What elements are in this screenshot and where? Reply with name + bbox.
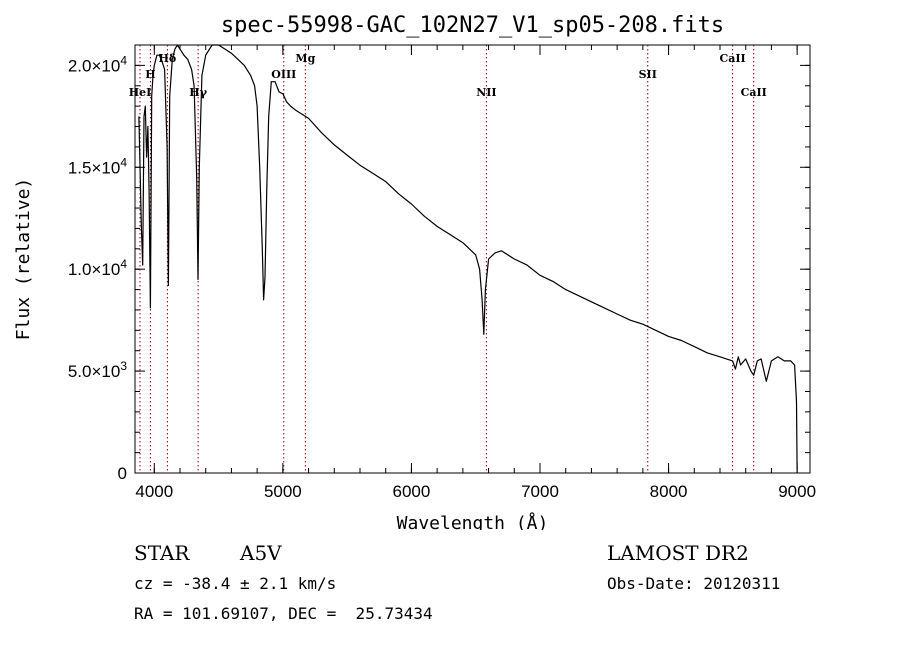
x-tick-label: 6000 — [393, 482, 431, 501]
object-class: STAR — [134, 541, 190, 565]
survey-name: LAMOST DR2 — [607, 541, 749, 565]
coordinates: RA = 101.69107, DEC = 25.73434 — [134, 604, 433, 623]
plot-frame — [134, 44, 811, 474]
y-tick-label: 1.5×104 — [68, 155, 127, 177]
chart-title: spec-55998-GAC_102N27_V1_sp05-208.fits — [221, 13, 724, 38]
y-tick-label: 5.0×103 — [68, 359, 127, 381]
spectral-subclass: A5V — [240, 541, 282, 565]
plot-area: spec-55998-GAC_102N27_V1_sp05-208.fits 40… — [13, 13, 816, 530]
x-axis-label: Wavelength (Å) — [397, 512, 549, 530]
y-tick-label: 0 — [118, 464, 127, 483]
x-tick-label: 9000 — [778, 482, 816, 501]
y-tick-label: 2.0×104 — [68, 53, 127, 75]
spectral-line-label: SII — [639, 68, 657, 81]
x-tick-label: 4000 — [135, 482, 173, 501]
observation-date: Obs-Date: 20120311 — [607, 574, 781, 593]
spectral-line-label: OIII — [271, 68, 296, 81]
x-tick-label: 8000 — [650, 482, 688, 501]
y-tick-label: 1.0×104 — [68, 257, 127, 279]
spectral-line-label: Mg — [295, 52, 315, 65]
spectrum-chart: spec-55998-GAC_102N27_V1_sp05-208.fits 40… — [13, 13, 816, 530]
spectrum-line — [138, 44, 798, 469]
spectral-line-label: H — [145, 68, 155, 81]
y-axis-label: Flux (relative) — [13, 178, 34, 341]
spectral-line-label: NII — [476, 86, 496, 99]
spectral-line-label: CaII — [741, 86, 767, 99]
spectral-line-label: Hγ — [189, 86, 207, 99]
x-tick-label: 7000 — [521, 482, 559, 501]
redshift-velocity: cz = -38.4 ± 2.1 km/s — [134, 574, 337, 593]
x-tick-label: 5000 — [264, 482, 302, 501]
spectral-line-label: HeI — [129, 86, 152, 99]
spectral-line-label: CaII — [720, 52, 746, 65]
